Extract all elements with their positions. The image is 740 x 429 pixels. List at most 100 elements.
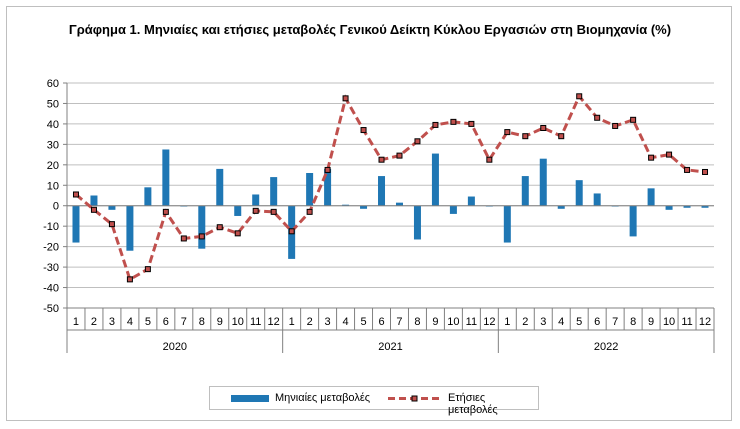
marker-annual <box>270 208 277 215</box>
marker-annual <box>126 276 133 283</box>
bar-monthly <box>629 205 637 237</box>
x-tick-label-month: 12 <box>699 316 711 328</box>
x-tick-label-month: 4 <box>343 316 349 328</box>
x-tick-label-month: 8 <box>199 316 205 328</box>
bar-monthly <box>144 187 152 206</box>
bar-monthly <box>270 177 278 206</box>
x-tick-label-month: 2 <box>522 316 528 328</box>
x-tick-label-month: 1 <box>73 316 79 328</box>
legend-line-marker <box>411 395 418 402</box>
bar-monthly <box>467 196 475 206</box>
marker-annual <box>180 235 187 242</box>
x-tick-label-month: 9 <box>648 316 654 328</box>
y-tick-label: 40 <box>47 119 59 131</box>
y-tick-label: 0 <box>53 201 59 213</box>
bar-monthly <box>647 188 655 206</box>
x-tick-label-month: 6 <box>378 316 384 328</box>
bar-monthly <box>557 205 565 209</box>
x-tick-label-year: 2021 <box>378 341 402 353</box>
x-tick-label-month: 1 <box>289 316 295 328</box>
x-tick-label-month: 12 <box>483 316 495 328</box>
marker-annual <box>162 208 169 215</box>
marker-annual <box>324 166 331 173</box>
x-tick-label-month: 1 <box>504 316 510 328</box>
bar-monthly <box>90 195 98 206</box>
bar-monthly <box>575 180 583 206</box>
y-tick-label: -10 <box>43 221 59 233</box>
x-tick-label-month: 7 <box>396 316 402 328</box>
bar-monthly <box>449 205 457 214</box>
bar-monthly <box>593 193 601 206</box>
x-tick-label-month: 8 <box>630 316 636 328</box>
bar-monthly <box>521 176 529 206</box>
marker-annual <box>666 151 673 158</box>
x-tick-label-month: 3 <box>540 316 546 328</box>
y-tick-label: -40 <box>43 283 59 295</box>
marker-annual <box>702 168 709 175</box>
bar-monthly <box>216 168 224 206</box>
marker-annual <box>594 114 601 121</box>
marker-annual <box>396 152 403 159</box>
x-tick-label-month: 4 <box>558 316 564 328</box>
x-tick-label-month: 12 <box>268 316 280 328</box>
y-tick-label: -30 <box>43 262 59 274</box>
bar-monthly <box>324 168 332 206</box>
bar-monthly <box>198 205 206 249</box>
x-tick-label-month: 11 <box>466 316 477 328</box>
legend: Μηνιαίες μεταβολές Ετήσιες μεταβολές <box>209 386 539 416</box>
y-tick-label: -20 <box>43 242 59 254</box>
x-tick-label-month: 6 <box>594 316 600 328</box>
marker-annual <box>540 125 547 131</box>
x-tick-label-month: 5 <box>145 316 151 328</box>
marker-annual <box>72 191 79 198</box>
marker-annual <box>288 228 295 235</box>
x-tick-label-year: 2020 <box>163 341 187 353</box>
legend-label-monthly: Μηνιαίες μεταβολές <box>275 392 371 404</box>
chart-title: Γράφημα 1. Μηνιαίες και ετήσιες μεταβολέ… <box>68 22 672 37</box>
x-tick-label-month: 10 <box>447 316 459 328</box>
x-tick-label-month: 8 <box>414 316 420 328</box>
marker-annual <box>234 230 241 237</box>
y-tick-label: 20 <box>47 160 59 172</box>
bar-monthly <box>701 205 709 208</box>
marker-annual <box>378 156 385 163</box>
x-tick-label-month: 2 <box>91 316 97 328</box>
bar-monthly <box>342 204 350 206</box>
marker-annual <box>198 233 205 240</box>
x-tick-label-month: 11 <box>250 316 261 328</box>
legend-label-annual: Ετήσιες μεταβολές <box>448 392 498 416</box>
x-tick-label-month: 5 <box>576 316 582 328</box>
x-tick-label-month: 7 <box>181 316 187 328</box>
marker-annual <box>144 266 151 273</box>
marker-annual <box>360 127 367 134</box>
bar-monthly <box>72 205 80 243</box>
bar-monthly <box>539 158 547 206</box>
marker-annual <box>306 208 313 215</box>
bar-monthly <box>234 205 242 216</box>
x-tick-label-month: 11 <box>681 316 692 328</box>
marker-annual <box>558 133 565 140</box>
marker-annual <box>504 129 511 136</box>
x-tick-label-year: 2022 <box>594 341 618 353</box>
bar-monthly <box>252 194 260 206</box>
x-tick-label-month: 10 <box>232 316 244 328</box>
x-tick-label-month: 9 <box>217 316 223 328</box>
marker-annual <box>414 138 421 145</box>
x-tick-label-month: 2 <box>307 316 313 328</box>
y-tick-label: -50 <box>43 303 59 315</box>
marker-annual <box>108 221 115 228</box>
bar-monthly <box>162 149 170 206</box>
x-tick-label-month: 4 <box>127 316 133 328</box>
bar-monthly <box>108 205 116 210</box>
x-tick-label-month: 6 <box>163 316 169 328</box>
marker-annual <box>684 166 691 173</box>
legend-bar-swatch <box>231 395 269 402</box>
marker-annual <box>468 120 475 127</box>
y-tick-label: 10 <box>47 180 59 192</box>
marker-annual <box>630 116 637 123</box>
bar-monthly <box>360 205 368 209</box>
marker-annual <box>432 121 439 128</box>
bar-monthly <box>306 173 314 206</box>
marker-annual <box>216 224 223 231</box>
